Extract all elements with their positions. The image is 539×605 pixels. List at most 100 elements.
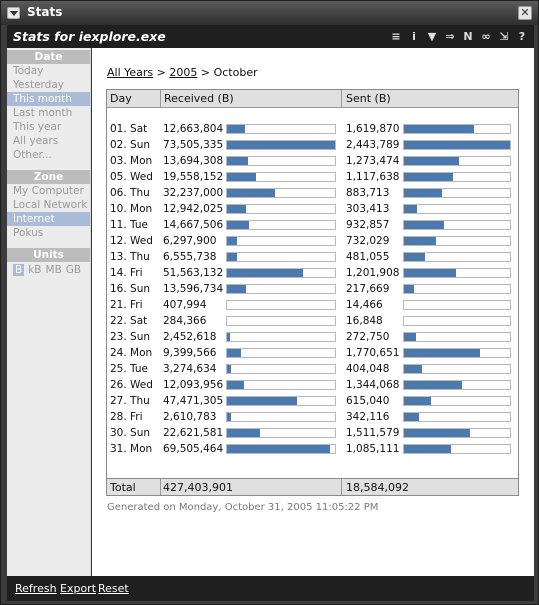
header-day[interactable]: Day — [110, 92, 132, 105]
header-sent[interactable]: Sent (B) — [346, 92, 391, 105]
zone-item-local-network[interactable]: Local Network — [13, 199, 88, 211]
column-divider — [341, 90, 342, 108]
filter-icon[interactable]: ▼ — [427, 30, 437, 43]
row-sent: 1,117,638 — [346, 171, 400, 183]
window-menu-icon[interactable] — [7, 7, 20, 19]
row-sent: 481,055 — [346, 251, 390, 263]
link-icon[interactable]: ∞ — [481, 30, 491, 43]
received-bar — [226, 412, 336, 422]
received-bar-fill — [227, 205, 246, 213]
date-item-yesterday[interactable]: Yesterday — [13, 79, 64, 91]
row-sent: 342,116 — [346, 411, 390, 423]
received-bar — [226, 444, 336, 454]
sent-bar — [403, 428, 511, 438]
date-section-header: Date — [7, 50, 90, 64]
received-bar — [226, 300, 336, 310]
table-row[interactable]: 05. Wed 19,558,152 1,117,638 — [107, 169, 518, 185]
row-sent: 14,466 — [346, 299, 383, 311]
table-row[interactable]: 31. Mon 69,505,464 1,085,111 — [107, 441, 518, 457]
table-row[interactable]: 14. Fri 51,563,132 1,201,908 — [107, 265, 518, 281]
table-row[interactable]: 16. Sun 13,596,734 217,669 — [107, 281, 518, 297]
row-received: 73,505,335 — [163, 139, 224, 151]
zone-item-my-computer[interactable]: My Computer — [13, 185, 84, 197]
date-item-other[interactable]: Other... — [13, 149, 52, 161]
table-row[interactable]: 26. Wed 12,093,956 1,344,068 — [107, 377, 518, 393]
table-row[interactable]: 11. Tue 14,667,506 932,857 — [107, 217, 518, 233]
stats-title: Stats for iexplore.exe — [13, 29, 166, 44]
date-item-last-month[interactable]: Last month — [13, 107, 73, 119]
received-bar-fill — [227, 381, 244, 389]
row-sent: 217,669 — [346, 283, 390, 295]
received-bar-fill — [227, 429, 260, 437]
breadcrumb-month: October — [213, 66, 258, 79]
close-button[interactable]: ✕ — [518, 6, 532, 20]
row-received: 47,471,305 — [163, 395, 224, 407]
arrow-icon[interactable]: ⇒ — [445, 30, 455, 43]
table-row[interactable]: 13. Thu 6,555,738 481,055 — [107, 249, 518, 265]
unit-kb[interactable]: kB — [28, 264, 42, 276]
row-received: 13,596,734 — [163, 283, 224, 295]
header-received[interactable]: Received (B) — [164, 92, 234, 105]
row-sent: 1,770,651 — [346, 347, 400, 359]
row-sent: 404,048 — [346, 363, 390, 375]
info-icon[interactable]: i — [412, 30, 416, 43]
date-item-this-month[interactable]: This month — [7, 92, 90, 106]
sent-bar-fill — [404, 125, 474, 133]
table-row[interactable]: 22. Sat 284,366 16,848 — [107, 313, 518, 329]
table-row[interactable]: 03. Mon 13,694,308 1,273,474 — [107, 153, 518, 169]
table-row[interactable]: 23. Sun 2,452,618 272,750 — [107, 329, 518, 345]
table-row[interactable]: 10. Mon 12,942,025 303,413 — [107, 201, 518, 217]
sent-bar — [403, 156, 511, 166]
column-divider — [341, 479, 342, 495]
stats-table: Day Received (B) Sent (B) 01. Sat 12,663,… — [106, 89, 519, 479]
help-icon[interactable]: ? — [518, 30, 526, 43]
table-row[interactable]: 21. Fri 407,994 14,466 — [107, 297, 518, 313]
received-bar — [226, 348, 336, 358]
table-row[interactable]: 24. Mon 9,399,566 1,770,651 — [107, 345, 518, 361]
table-row[interactable]: 27. Thu 47,471,305 615,040 — [107, 393, 518, 409]
received-bar — [226, 156, 336, 166]
unit-mb[interactable]: MB — [45, 264, 62, 276]
zone-item-internet[interactable]: Internet — [7, 212, 90, 226]
table-row[interactable]: 06. Thu 32,237,000 883,713 — [107, 185, 518, 201]
row-day: 31. Mon — [110, 443, 153, 455]
table-row[interactable]: 02. Sun 73,505,335 2,443,789 — [107, 137, 518, 153]
format-icon[interactable]: ≡ — [391, 30, 401, 43]
export-link[interactable]: Export — [60, 582, 97, 595]
sent-bar — [403, 124, 511, 134]
refresh-link[interactable]: Refresh — [15, 582, 57, 595]
table-row[interactable]: 28. Fri 2,610,783 342,116 — [107, 409, 518, 425]
breadcrumb-all-years[interactable]: All Years — [107, 66, 154, 79]
row-day: 06. Thu — [110, 187, 150, 199]
row-day: 30. Sun — [110, 427, 151, 439]
date-item-today[interactable]: Today — [13, 65, 44, 77]
total-received: 427,403,901 — [163, 481, 233, 494]
received-bar-fill — [227, 253, 237, 261]
received-bar-fill — [227, 333, 230, 341]
reset-link[interactable]: Reset — [98, 582, 129, 595]
zone-item-pokus[interactable]: Pokus — [13, 227, 44, 239]
breadcrumb-year[interactable]: 2005 — [169, 66, 198, 79]
received-bar-fill — [227, 397, 297, 405]
title-bar[interactable]: Stats ✕ — [1, 1, 538, 25]
table-row[interactable]: 12. Wed 6,297,900 732,029 — [107, 233, 518, 249]
unit-b[interactable]: B — [13, 264, 25, 276]
received-bar-fill — [227, 365, 231, 373]
unit-gb[interactable]: GB — [65, 264, 82, 276]
table-row[interactable]: 01. Sat 12,663,804 1,619,870 — [107, 121, 518, 137]
row-received: 32,237,000 — [163, 187, 224, 199]
row-day: 27. Thu — [110, 395, 150, 407]
row-sent: 16,848 — [346, 315, 383, 327]
window-title: Stats — [27, 5, 63, 19]
date-item-this-year[interactable]: This year — [13, 121, 62, 133]
table-row[interactable]: 25. Tue 3,274,634 404,048 — [107, 361, 518, 377]
date-item-all-years[interactable]: All years — [13, 135, 59, 147]
n-icon[interactable]: N — [463, 30, 473, 43]
export-icon[interactable]: ⇲ — [499, 30, 509, 43]
row-day: 24. Mon — [110, 347, 153, 359]
row-sent: 1,273,474 — [346, 155, 400, 167]
sent-bar — [403, 284, 511, 294]
received-bar — [226, 428, 336, 438]
sent-bar-fill — [404, 285, 414, 293]
table-row[interactable]: 30. Sun 22,621,581 1,511,579 — [107, 425, 518, 441]
